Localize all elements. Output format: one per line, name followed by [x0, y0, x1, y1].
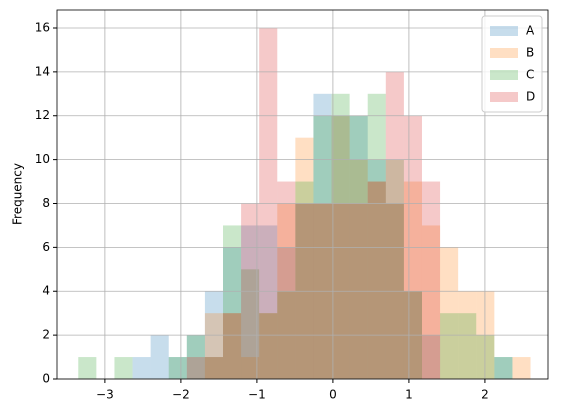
y-tick-label: 16 [35, 20, 50, 34]
x-tick-label: −1 [248, 388, 266, 402]
legend-swatch [490, 48, 518, 58]
bar [204, 313, 223, 379]
bar [403, 181, 422, 379]
bar [114, 357, 133, 379]
y-axis-label: Frequency [11, 163, 25, 225]
bar [494, 357, 513, 379]
bar [222, 313, 242, 379]
bar [331, 93, 350, 379]
bar [222, 247, 242, 379]
bar [241, 225, 260, 379]
y-tick-label: 8 [42, 196, 50, 210]
bar [132, 357, 151, 379]
bar [222, 313, 242, 379]
bar [440, 247, 459, 379]
x-tick-label: −2 [172, 388, 190, 402]
y-tick-label: 6 [42, 240, 50, 254]
y-tick-label: 2 [42, 328, 50, 342]
bar [458, 313, 477, 379]
legend-label: A [526, 24, 535, 38]
plot-frame [56, 9, 549, 380]
y-tick-label: 12 [35, 108, 50, 122]
bar [168, 357, 187, 379]
x-tick-label: 2 [481, 388, 489, 402]
bar [222, 225, 242, 379]
bar [295, 181, 314, 379]
bar [349, 159, 368, 379]
bar [313, 93, 332, 379]
x-tick-label: 1 [405, 388, 413, 402]
bar [385, 159, 404, 379]
bar [186, 335, 205, 379]
y-tick-label: 0 [42, 372, 50, 386]
bar [186, 357, 205, 379]
y-tick-label: 10 [35, 152, 50, 166]
legend-label: D [526, 90, 535, 104]
bar [241, 357, 260, 379]
bar [277, 247, 296, 379]
bar [204, 357, 223, 379]
bar [204, 357, 223, 379]
bar [186, 335, 205, 379]
bar [259, 225, 278, 379]
legend-label: B [526, 46, 534, 60]
legend-box [481, 15, 543, 113]
legend-swatch [490, 26, 518, 36]
bar [385, 71, 404, 380]
bar [168, 357, 187, 379]
legend-label: C [526, 68, 534, 82]
legend-swatch [490, 92, 518, 102]
x-tick-label: −3 [96, 388, 114, 402]
bar [295, 137, 314, 379]
bar [494, 357, 513, 379]
bar [512, 357, 531, 379]
bar [367, 181, 386, 379]
legend-swatch [490, 70, 518, 80]
y-tick-label: 4 [42, 284, 50, 298]
bar [421, 335, 441, 379]
bar [150, 335, 169, 379]
bar [277, 181, 296, 379]
bar [421, 181, 441, 379]
bar [78, 357, 97, 379]
bar [367, 93, 386, 379]
bar [259, 313, 278, 379]
bar [421, 225, 441, 379]
y-tick-label: 14 [35, 64, 50, 78]
bar [241, 269, 260, 379]
bar [440, 313, 459, 379]
bar [259, 313, 278, 379]
bar [367, 181, 386, 379]
x-tick-label: 0 [329, 388, 337, 402]
bar [367, 159, 386, 379]
